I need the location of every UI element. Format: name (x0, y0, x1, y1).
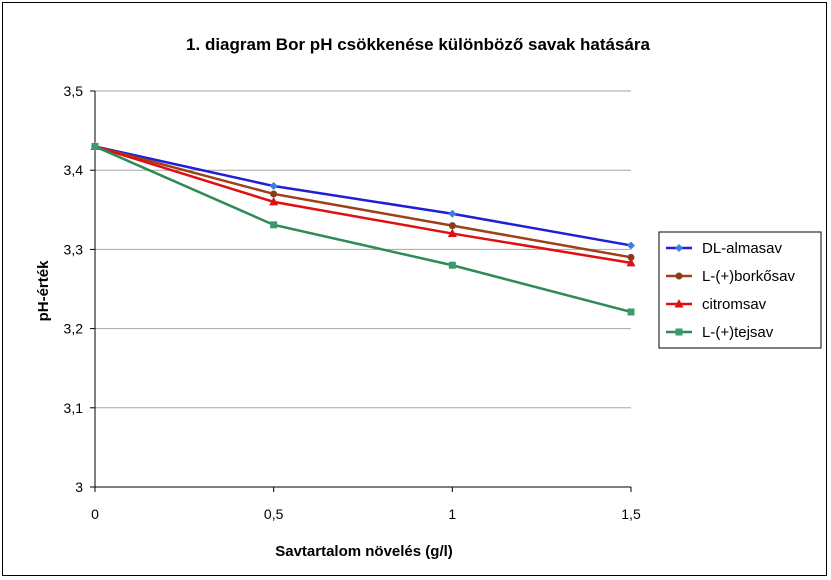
chart-title: 1. diagram Bor pH csökkenése különböző s… (186, 35, 650, 54)
y-tick-label: 3,4 (64, 162, 84, 178)
x-tick-label: 1,5 (621, 506, 641, 522)
series-line-citromsav (94, 145, 632, 265)
data-point-l-tejsav (270, 221, 278, 229)
legend-label-l-tejsav: L-(+)tejsav (702, 324, 774, 341)
axes: 3 3,1 3,2 3,3 3,4 3,5 0 0,5 1 1,5 (64, 83, 641, 522)
x-tick-label: 1 (448, 506, 456, 522)
y-tick-label: 3,3 (64, 241, 84, 257)
x-tick-label: 0,5 (264, 506, 284, 522)
legend-label-citromsav: citromsav (702, 296, 767, 313)
data-point-dl-almasav (627, 241, 635, 250)
legend-marker-dl-almasav (675, 244, 683, 252)
y-axis-title: pH-érték (35, 260, 52, 322)
data-point-dl-almasav (448, 209, 457, 218)
data-point-dl-almasav (269, 182, 278, 191)
legend-marker-citromsav (674, 299, 684, 308)
legend-label-l-bork-sav: L-(+)borkősav (702, 268, 795, 285)
series-line-dl-almasav (94, 145, 632, 247)
legend-marker-l-tejsav (675, 328, 683, 336)
legend-marker-l-bork-sav (675, 272, 683, 280)
y-tick-label: 3,5 (64, 83, 84, 99)
legend-label-dl-almasav: DL-almasav (702, 240, 783, 257)
series-lines (90, 141, 636, 316)
data-point-l-bork-sav (270, 190, 278, 198)
y-tick-label: 3,1 (64, 400, 84, 416)
data-point-citromsav (626, 257, 636, 267)
x-tick-label: 0 (91, 506, 99, 522)
data-point-l-bork-sav (627, 253, 635, 261)
y-tick-label: 3,2 (64, 321, 84, 337)
data-point-citromsav (447, 228, 457, 238)
data-point-l-bork-sav (448, 222, 456, 230)
legend: DL-almasav L-(+)borkősav citromsav L-(+)tej… (658, 231, 822, 349)
data-point-l-tejsav (91, 142, 99, 150)
series-line-l-bork-sav (94, 145, 632, 259)
data-point-l-tejsav (627, 308, 635, 316)
series-line-l-tejsav (94, 145, 632, 314)
x-axis-title: Savtartalom növelés (g/l) (275, 543, 453, 560)
chart-canvas: 1. diagram Bor pH csökkenése különböző s… (35, 35, 822, 560)
data-point-citromsav (269, 196, 279, 206)
legend-box (658, 231, 822, 349)
data-point-l-tejsav (448, 261, 456, 269)
y-tick-label: 3 (75, 479, 83, 495)
